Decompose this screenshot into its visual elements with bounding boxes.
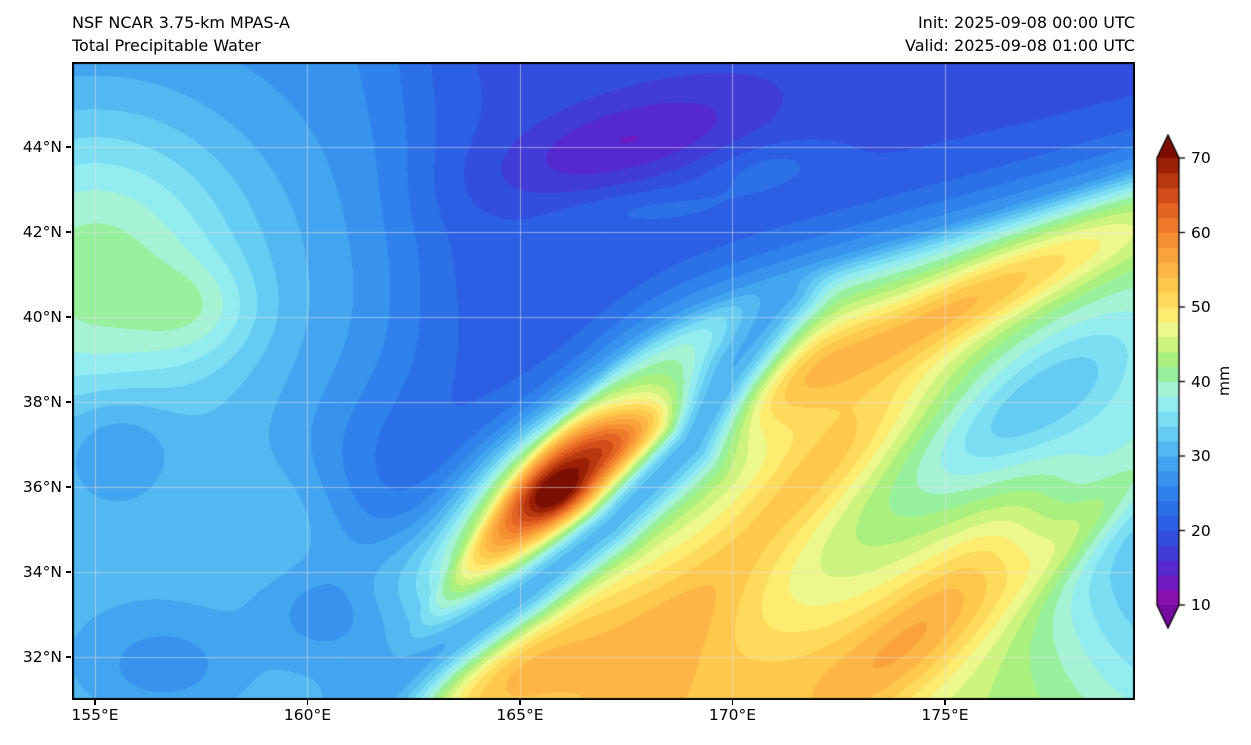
y-tick-mark (66, 656, 71, 658)
y-tick-label: 40°N (22, 308, 62, 327)
x-tick-label: 165°E (496, 706, 544, 724)
colorbar-tick-label: 40 (1191, 372, 1211, 391)
x-tick-mark (944, 700, 946, 705)
model-title: NSF NCAR 3.75-km MPAS-A (72, 13, 290, 32)
precipitable-water-map (72, 62, 1135, 700)
y-tick-label: 32°N (22, 648, 62, 667)
valid-time-label: Valid: 2025-09-08 01:00 UTC (904, 36, 1135, 55)
field-title: Total Precipitable Water (72, 36, 261, 55)
x-tick-label: 170°E (708, 706, 757, 724)
y-tick-label: 38°N (22, 393, 62, 412)
colorbar-tick-label: 70 (1191, 149, 1211, 167)
y-tick-label: 44°N (22, 138, 62, 156)
y-tick-mark (66, 571, 71, 573)
y-tick-mark (66, 146, 71, 148)
colorbar-tick-label: 30 (1191, 447, 1211, 465)
colorbar (1150, 122, 1192, 642)
y-tick-mark (66, 401, 71, 403)
y-tick-mark (66, 316, 71, 318)
colorbar-unit-label: mm (1215, 365, 1233, 396)
colorbar-tick-label: 50 (1191, 298, 1211, 316)
x-tick-mark (306, 700, 309, 705)
colorbar-tick-label: 20 (1191, 521, 1211, 540)
y-tick-label: 42°N (22, 223, 62, 242)
init-time-label: Init: 2025-09-08 00:00 UTC (917, 13, 1135, 32)
y-tick-label: 36°N (22, 478, 62, 497)
x-tick-label: 175°E (921, 706, 969, 724)
x-tick-label: 155°E (71, 706, 119, 724)
y-tick-label: 34°N (22, 563, 62, 582)
x-tick-mark (519, 700, 521, 705)
y-tick-mark (66, 486, 71, 488)
y-tick-mark (66, 231, 71, 233)
x-tick-label: 160°E (283, 706, 332, 724)
title-block-left: NSF NCAR 3.75-km MPAS-A Total Precipitab… (72, 11, 290, 57)
x-tick-mark (731, 700, 734, 705)
colorbar-tick-label: 10 (1191, 596, 1211, 614)
colorbar-tick-label: 60 (1191, 223, 1211, 242)
title-block-right: Init: 2025-09-08 00:00 UTC Valid: 2025-0… (905, 11, 1135, 57)
x-tick-mark (94, 700, 96, 705)
